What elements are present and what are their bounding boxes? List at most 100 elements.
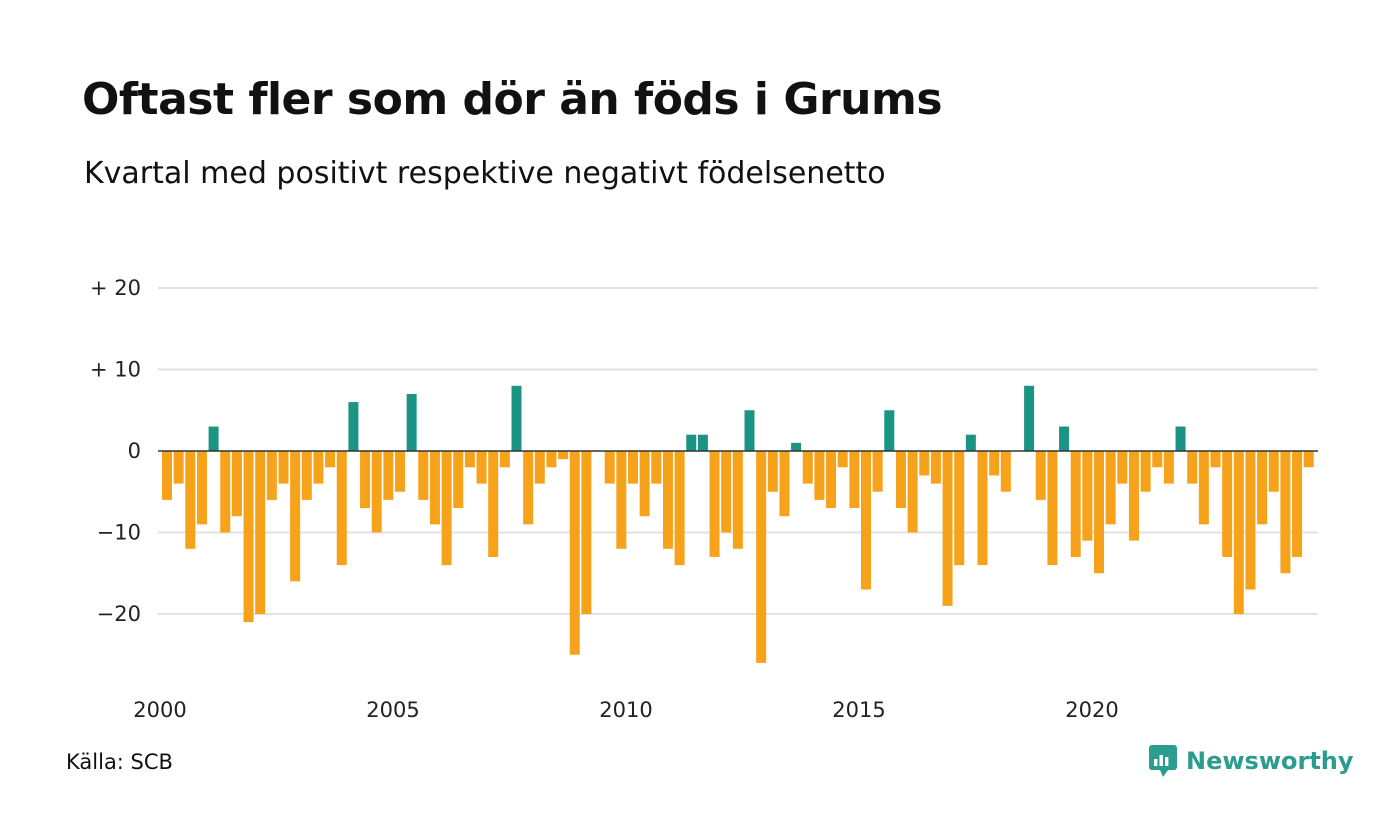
bar-negative xyxy=(336,451,347,566)
bar-positive xyxy=(1024,385,1035,451)
bar-negative xyxy=(395,451,405,492)
bar-negative xyxy=(721,451,732,533)
x-tick-label: 2005 xyxy=(366,698,419,722)
bar-negative xyxy=(1128,451,1139,541)
bar-negative xyxy=(1000,451,1011,492)
chart-title: Oftast fler som dör än föds i Grums xyxy=(82,74,943,125)
bar-negative xyxy=(1222,451,1233,557)
brand-name: Newsworthy xyxy=(1186,747,1354,775)
bar-negative xyxy=(278,451,289,484)
bar-negative xyxy=(1140,451,1151,492)
bar-negative xyxy=(837,451,848,468)
bar-positive xyxy=(348,402,359,451)
bar-negative xyxy=(453,451,464,509)
bar-negative xyxy=(1094,451,1104,574)
bar-negative xyxy=(779,451,790,517)
bar-negative xyxy=(266,451,277,500)
bar-negative xyxy=(1257,451,1268,525)
bar-chart: + 20 + 10 0 −10 −20 2000 2005 2010 2015 2020 xyxy=(90,276,1318,722)
bar-negative xyxy=(919,451,930,476)
y-tick-label: −20 xyxy=(97,602,141,626)
x-axis-labels: 2000 2005 2010 2015 2020 xyxy=(133,698,1118,722)
source-note: Källa: SCB xyxy=(66,750,173,774)
bar-negative xyxy=(756,451,767,663)
bar-negative xyxy=(360,451,371,509)
bar-negative xyxy=(639,451,650,517)
bar-negative xyxy=(604,451,615,484)
bar-negative xyxy=(1047,451,1058,566)
bar-negative xyxy=(569,451,580,655)
bars xyxy=(162,385,1314,663)
bar-negative xyxy=(895,451,906,509)
bar-negative xyxy=(1117,451,1128,484)
bar-negative xyxy=(429,451,440,525)
bar-positive xyxy=(406,393,417,451)
bar-positive xyxy=(884,410,895,451)
y-tick-label: −10 xyxy=(97,521,141,545)
bar-negative xyxy=(1303,451,1314,468)
bar-negative xyxy=(1233,451,1244,614)
bar-negative xyxy=(499,451,510,468)
x-tick-label: 2000 xyxy=(133,698,186,722)
bar-negative xyxy=(651,451,662,484)
bar-positive xyxy=(511,385,522,451)
bar-negative xyxy=(325,451,336,468)
bar-negative xyxy=(162,451,172,500)
bar-positive xyxy=(1175,426,1186,451)
bar-negative xyxy=(371,451,382,533)
bar-negative xyxy=(488,451,499,557)
bar-positive xyxy=(744,410,755,451)
chart-subtitle: Kvartal med positivt respektive negativt… xyxy=(84,156,886,191)
bar-negative xyxy=(523,451,534,525)
bar-negative xyxy=(255,451,266,614)
bar-negative xyxy=(1152,451,1163,468)
bar-positive xyxy=(965,434,976,451)
bar-negative xyxy=(173,451,184,484)
bar-negative xyxy=(732,451,743,549)
bar-negative xyxy=(558,451,569,460)
x-tick-label: 2015 xyxy=(832,698,885,722)
bar-negative xyxy=(383,451,394,500)
bar-negative xyxy=(942,451,953,606)
bar-negative xyxy=(1070,451,1081,557)
bar-negative xyxy=(231,451,242,517)
bar-negative xyxy=(1198,451,1209,525)
bar-negative xyxy=(861,451,871,590)
bar-negative xyxy=(220,451,231,533)
bar-negative xyxy=(767,451,778,492)
bar-negative xyxy=(1280,451,1291,574)
bar-negative xyxy=(290,451,301,582)
bar-negative xyxy=(616,451,627,549)
bar-negative xyxy=(814,451,825,500)
bar-positive xyxy=(686,434,697,451)
bar-positive xyxy=(208,426,219,451)
y-tick-label: 0 xyxy=(128,439,141,463)
bar-negative xyxy=(464,451,475,468)
bar-negative xyxy=(907,451,918,533)
bar-negative xyxy=(476,451,487,484)
bar-positive xyxy=(791,442,802,451)
bar-negative xyxy=(1245,451,1256,590)
bar-negative xyxy=(872,451,883,492)
brand-block[interactable]: Newsworthy xyxy=(1148,744,1354,778)
bar-negative xyxy=(709,451,720,557)
bar-negative xyxy=(930,451,941,484)
bar-negative xyxy=(1082,451,1093,541)
bar-negative xyxy=(534,451,545,484)
bar-negative xyxy=(581,451,592,614)
bar-negative xyxy=(196,451,207,525)
bar-negative xyxy=(1105,451,1116,525)
bar-positive xyxy=(697,434,708,451)
bar-negative xyxy=(989,451,1000,476)
bar-positive xyxy=(1059,426,1070,451)
bar-negative xyxy=(977,451,988,566)
bar-negative xyxy=(546,451,557,468)
bar-negative xyxy=(628,451,638,484)
bar-negative xyxy=(1187,451,1198,484)
y-tick-label: + 10 xyxy=(90,358,141,382)
bar-negative xyxy=(826,451,837,509)
x-tick-label: 2010 xyxy=(599,698,652,722)
bar-negative xyxy=(418,451,429,500)
bar-negative xyxy=(662,451,673,549)
bar-negative xyxy=(441,451,452,566)
